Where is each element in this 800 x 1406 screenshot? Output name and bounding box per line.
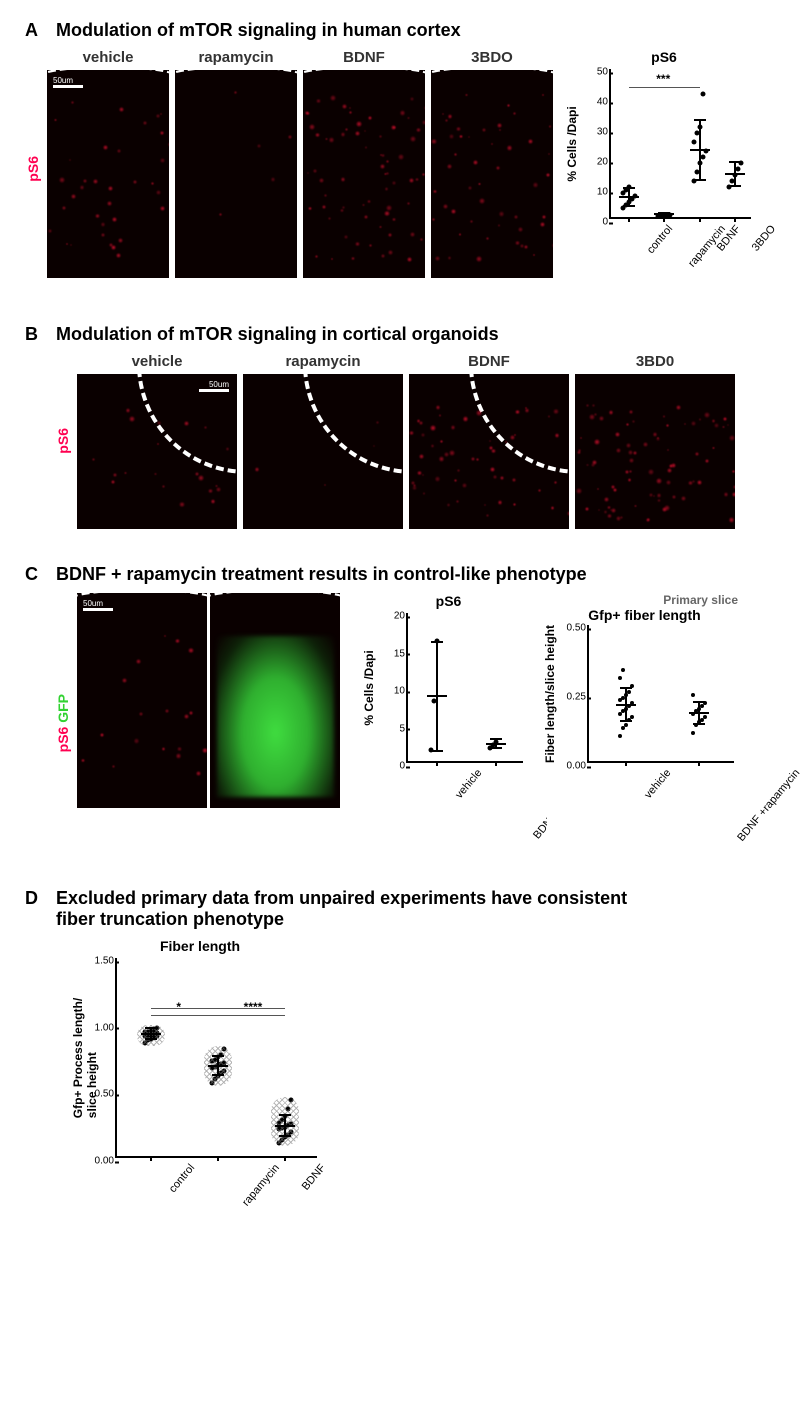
- chart-xlabel: rapamycin: [240, 1162, 282, 1209]
- panel-d-title: Excluded primary data from unpaired expe…: [56, 888, 656, 930]
- chart-xlabel: 3BDO: [750, 223, 778, 254]
- panel-b-image-3bd0: 3BD0: [575, 353, 735, 529]
- micrograph: [243, 374, 403, 529]
- chart-xlabel: vehicle: [642, 767, 673, 801]
- panel-b-image-vehicle: vehicle 50um: [77, 353, 237, 529]
- panel-b: B Modulation of mTOR signaling in cortic…: [25, 324, 775, 529]
- panel-d: D Excluded primary data from unpaired ex…: [25, 888, 775, 1228]
- chart-xlabel: vehicle: [453, 767, 484, 801]
- panel-d-row: Fiber lengthGfp+ Process length/ slice h…: [75, 938, 775, 1228]
- chart-ylabel: % Cells /Dapi: [362, 650, 376, 725]
- panel-b-row: pS6 vehicle 50um rapamycin BDNF 3BD0: [55, 353, 775, 529]
- panel-c-letter: C: [25, 564, 38, 585]
- panel-c-title: BDNF + rapamycin treatment results in co…: [56, 564, 587, 585]
- image-label: BDNF: [343, 49, 385, 66]
- micrograph: [303, 70, 425, 278]
- panel-b-ylabel: pS6: [55, 428, 71, 454]
- panel-a: A Modulation of mTOR signaling in human …: [25, 20, 775, 289]
- panel-a-images: vehicle 50um rapamycin BDNF 3BDO: [47, 49, 553, 278]
- panel-b-image-bdnf: BDNF: [409, 353, 569, 529]
- panel-c-ylabel: pS6 GFP: [55, 694, 71, 752]
- chart-title: Gfp+ fiber length: [547, 607, 742, 623]
- panel-c-row: pS6 GFP 50um pS6% Cells /Dapi05101520veh…: [55, 593, 775, 853]
- panel-a-title: Modulation of mTOR signaling in human co…: [56, 20, 461, 41]
- panel-a-image-3bdo: 3BDO: [431, 49, 553, 278]
- chart-xlabel: BDNF +rapamycin: [735, 767, 800, 844]
- panel-c: C BDNF + rapamycin treatment results in …: [25, 564, 775, 853]
- panel-d-letter: D: [25, 888, 38, 909]
- chart-xlabel: BDNF: [300, 1162, 328, 1193]
- micrograph: [175, 70, 297, 278]
- panel-d-chart: Fiber lengthGfp+ Process length/ slice h…: [75, 938, 325, 1228]
- micrograph: [575, 374, 735, 529]
- panel-c-ps6-micrograph: 50um: [77, 593, 207, 808]
- micrograph: 50um: [47, 70, 169, 278]
- panel-a-chart: pS6% Cells /Dapi01020304050controlrapamy…: [569, 49, 759, 289]
- panel-c-chart1: pS6% Cells /Dapi05101520vehicleBDNF+rapa…: [366, 593, 531, 853]
- chart-title: pS6: [366, 593, 531, 609]
- panel-c-images: 50um: [77, 593, 340, 808]
- panel-d-header: D Excluded primary data from unpaired ex…: [25, 888, 775, 930]
- image-label: rapamycin: [198, 49, 273, 66]
- image-label: 3BDO: [471, 49, 513, 66]
- image-label: vehicle: [132, 353, 183, 370]
- image-label: rapamycin: [285, 353, 360, 370]
- panel-a-ylabel: pS6: [25, 156, 41, 182]
- image-label: BDNF: [468, 353, 510, 370]
- panel-c-ylabel-ps6: pS6: [55, 726, 71, 752]
- panel-c-chart2: Primary sliceGfp+ fiber lengthFiber leng…: [547, 593, 742, 853]
- panel-a-image-rapamycin: rapamycin: [175, 49, 297, 278]
- micrograph: 50um: [77, 374, 237, 529]
- micrograph: [431, 70, 553, 278]
- panel-b-header: B Modulation of mTOR signaling in cortic…: [25, 324, 775, 345]
- panel-c-ylabel-gfp: GFP: [55, 694, 71, 723]
- chart-title: pS6: [569, 49, 759, 65]
- panel-b-letter: B: [25, 324, 38, 345]
- panel-c-header: C BDNF + rapamycin treatment results in …: [25, 564, 775, 585]
- panel-b-images: vehicle 50um rapamycin BDNF 3BD0: [77, 353, 735, 529]
- image-label: vehicle: [83, 49, 134, 66]
- chart-ylabel: % Cells /Dapi: [565, 106, 579, 181]
- chart-ylabel: Gfp+ Process length/ slice height: [71, 998, 99, 1118]
- chart-title: Fiber length: [75, 938, 325, 954]
- micrograph: [409, 374, 569, 529]
- panel-b-image-rapamycin: rapamycin: [243, 353, 403, 529]
- panel-b-title: Modulation of mTOR signaling in cortical…: [56, 324, 499, 345]
- panel-a-header: A Modulation of mTOR signaling in human …: [25, 20, 775, 41]
- chart-xlabel: control: [166, 1162, 196, 1195]
- image-label: 3BD0: [636, 353, 674, 370]
- panel-a-row: pS6 vehicle50umrapamycinBDNF3BDO pS6% Ce…: [25, 49, 775, 289]
- chart-xlabel: control: [645, 223, 675, 256]
- panel-a-letter: A: [25, 20, 38, 41]
- panel-a-image-bdnf: BDNF: [303, 49, 425, 278]
- chart-ylabel: Fiber length/slice height: [543, 625, 557, 763]
- panel-a-image-vehicle: vehicle 50um: [47, 49, 169, 278]
- panel-c-gfp-micrograph: [210, 593, 340, 808]
